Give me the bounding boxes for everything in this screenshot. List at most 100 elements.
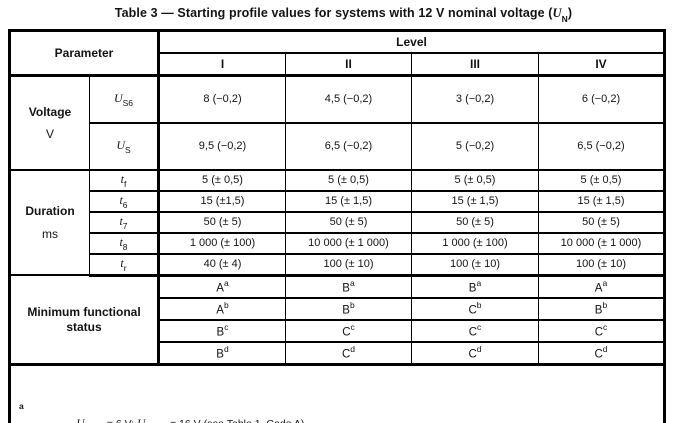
table-row-status-a: Minimum functional status Aa Ba Ba Aa: [9, 274, 665, 365]
status-grade: C: [468, 326, 478, 339]
level-column-header-2: II: [285, 51, 412, 77]
value-cell: 5 (± 0,5): [285, 168, 412, 192]
status-cell: Ba: [285, 274, 412, 299]
status-cell: Bb: [538, 296, 665, 321]
status-note-ref: b: [476, 299, 482, 310]
status-cell: Cc: [538, 318, 665, 343]
status-grade: C: [594, 348, 603, 361]
voltage-symbol-un-subscript: N: [561, 13, 568, 24]
status-note-ref: d: [602, 343, 608, 354]
table-title-text: Table 3 — Starting profile values for sy…: [114, 6, 553, 20]
param-symbol-tr: tr: [89, 252, 160, 277]
status-cell: Bd: [158, 340, 286, 365]
value-cell: 50 (± 5): [158, 210, 286, 234]
value-cell: 9,5 (−0,2): [158, 121, 286, 171]
value-cell: 5 (± 0,5): [158, 168, 286, 192]
status-note-ref: c: [224, 321, 229, 332]
status-grade: A: [216, 282, 224, 295]
status-grade: C: [594, 326, 604, 339]
param-symbol-us6: US6: [89, 74, 160, 124]
status-grade: B: [468, 282, 477, 295]
symbol-subscript: 7: [122, 221, 128, 232]
voltage-group-unit: V: [45, 126, 54, 141]
footnote-row: aUSmin = 6 V; USmax = 16 V (see Table 1,…: [9, 362, 665, 423]
symbol-subscript: f: [123, 179, 127, 190]
table-title-suffix: ): [567, 6, 573, 20]
value-cell: 15 (± 1,5): [538, 189, 665, 213]
voltage-symbol-un: U: [552, 6, 562, 20]
status-cell: Cb: [411, 296, 539, 321]
symbol-base: U: [76, 418, 84, 423]
status-cell: Aa: [538, 274, 665, 299]
symbol-subscript: S6: [122, 98, 134, 109]
value-cell: 6 (−0,2): [538, 74, 665, 124]
status-cell: Bb: [285, 296, 412, 321]
symbol-base: U: [137, 418, 145, 423]
status-grade: A: [216, 304, 224, 317]
status-cell: Bc: [158, 318, 286, 343]
status-grade: C: [468, 348, 477, 361]
symbol-base: t: [119, 234, 123, 249]
status-grade: C: [341, 348, 351, 361]
status-grade: B: [216, 326, 225, 339]
duration-group-cell: Duration ms: [9, 168, 90, 276]
status-grade: B: [594, 304, 603, 317]
status-note-ref: a: [602, 277, 608, 288]
value-cell: 40 (± 4): [158, 252, 286, 277]
status-note-ref: c: [350, 321, 355, 332]
table-row-tr: tr 40 (± 4) 100 (± 10) 100 (± 10) 100 (±…: [10, 252, 665, 277]
status-note-ref: d: [223, 343, 229, 354]
level-column-header-3: III: [411, 51, 539, 77]
status-cell: Ab: [158, 296, 286, 321]
duration-group-unit: ms: [42, 226, 58, 241]
status-cell: Cd: [411, 340, 539, 365]
status-grade: A: [594, 282, 603, 295]
table-row-status-b: Ab Bb Cb Bb: [10, 296, 665, 321]
footnote-a: aUSmin = 6 V; USmax = 16 V (see Table 1,…: [15, 396, 659, 423]
status-note-ref: b: [602, 299, 608, 310]
table-row-tf: Duration ms tf 5 (± 0,5) 5 (± 0,5) 5 (± …: [9, 168, 665, 276]
value-cell: 1 000 (± 100): [411, 231, 539, 255]
value-cell: 8 (−0,2): [158, 74, 286, 124]
status-note-ref: a: [476, 277, 482, 288]
status-note-ref: b: [223, 299, 229, 310]
value-cell: 6,5 (−0,2): [285, 121, 412, 171]
status-grade: C: [342, 326, 351, 339]
status-grade: B: [342, 304, 350, 317]
table-row-t7: t7 50 (± 5) 50 (± 5) 50 (± 5) 50 (± 5): [10, 210, 665, 234]
status-group-cell: Minimum functional status: [9, 274, 160, 365]
param-symbol-t7: t7: [89, 210, 160, 234]
symbol-subscript: 6: [122, 200, 128, 211]
voltage-group-cell: Voltage V: [9, 74, 90, 171]
level-column-header-1: I: [158, 51, 286, 77]
status-grade: B: [342, 282, 350, 295]
value-cell: 50 (± 5): [411, 210, 539, 234]
status-grade: B: [216, 348, 224, 361]
symbol-base: t: [120, 255, 124, 270]
status-note-ref: b: [349, 299, 355, 310]
symbol-base: U: [113, 90, 123, 105]
symbol-base: t: [119, 213, 123, 228]
status-cell: Cd: [285, 340, 412, 365]
footnote-text: = 16 V (see Table 1, Code A).: [167, 418, 307, 423]
footnote-text: = 6 V;: [104, 418, 137, 423]
value-cell: 3 (−0,2): [411, 74, 539, 124]
table-row-t8: t8 1 000 (± 100) 10 000 (± 1 000) 1 000 …: [10, 231, 665, 255]
value-cell: 5 (± 0,5): [538, 168, 665, 192]
value-cell: 100 (± 10): [538, 252, 665, 277]
symbol-subscript: S: [125, 145, 131, 156]
voltage-group-label: Voltage: [28, 104, 72, 119]
duration-group-label: Duration: [25, 203, 75, 218]
status-note-ref: a: [349, 277, 355, 288]
symbol-base: t: [120, 171, 124, 186]
value-cell: 4,5 (−0,2): [285, 74, 412, 124]
parameter-header-cell: Parameter: [9, 29, 160, 77]
param-symbol-tf: tf: [89, 168, 160, 192]
status-note-ref: d: [350, 343, 356, 354]
status-note-ref: a: [223, 277, 229, 288]
table-row-status-c: Bc Cc Cc Cc: [10, 318, 665, 343]
footnote-marker: a: [19, 400, 24, 411]
param-symbol-us: US: [89, 121, 160, 171]
table-title: Table 3 — Starting profile values for sy…: [0, 0, 687, 24]
